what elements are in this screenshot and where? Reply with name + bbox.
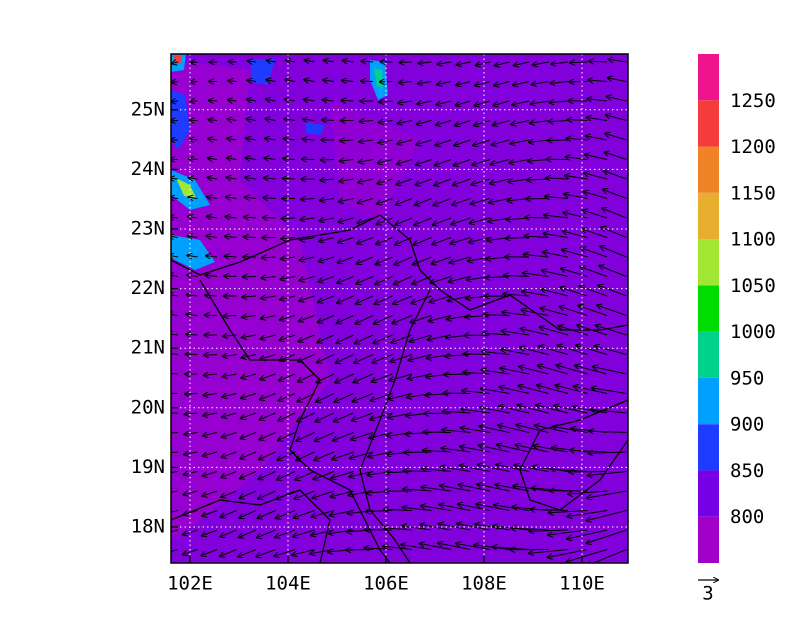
wind-arrow bbox=[424, 413, 451, 414]
y-tick-label: 19N bbox=[131, 456, 165, 478]
colorbar-label: 1050 bbox=[730, 275, 776, 297]
y-tick-label: 18N bbox=[131, 516, 165, 538]
wind-arrow bbox=[341, 100, 353, 101]
y-tick-label: 23N bbox=[131, 218, 165, 240]
colorbar-swatch bbox=[698, 378, 719, 424]
wind-arrow bbox=[282, 218, 295, 219]
wind-arrow bbox=[166, 433, 178, 434]
x-tick-label: 110E bbox=[559, 573, 605, 595]
colorbar-swatch bbox=[698, 285, 719, 331]
wind-arrow bbox=[321, 160, 334, 161]
wind-arrow bbox=[209, 100, 217, 101]
x-tick-label: 102E bbox=[167, 573, 213, 595]
reference-label: 3 bbox=[702, 583, 713, 605]
x-tick-label: 106E bbox=[363, 573, 409, 595]
wind-arrow bbox=[463, 354, 490, 355]
colorbar-label: 1100 bbox=[730, 229, 776, 251]
colorbar-swatch bbox=[698, 147, 719, 193]
colorbar-label: 900 bbox=[730, 414, 764, 436]
colorbar-label: 1150 bbox=[730, 182, 776, 204]
y-tick-label: 25N bbox=[131, 98, 165, 120]
colorbar-label: 1250 bbox=[730, 90, 776, 112]
colorbar-label: 1200 bbox=[730, 136, 776, 158]
wind-arrow bbox=[424, 432, 451, 433]
colorbar-label: 1000 bbox=[730, 321, 776, 343]
colorbar-swatch bbox=[698, 470, 719, 516]
wind-arrow bbox=[525, 217, 548, 218]
wind-arrow bbox=[283, 178, 295, 179]
y-tick-label: 22N bbox=[131, 277, 165, 299]
colorbar-swatch bbox=[698, 193, 719, 239]
colorbar-swatch bbox=[698, 424, 719, 470]
colorbar-swatch bbox=[698, 517, 719, 563]
x-tick-label: 108E bbox=[461, 573, 507, 595]
colorbar-label: 800 bbox=[730, 506, 764, 528]
colorbar-label: 850 bbox=[730, 460, 764, 482]
y-tick-label: 21N bbox=[131, 337, 165, 359]
wind-arrow bbox=[444, 374, 470, 375]
wind-arrow bbox=[189, 139, 197, 140]
map-field bbox=[164, 54, 628, 566]
wind-arrow bbox=[443, 393, 470, 394]
colorbar-swatch bbox=[698, 332, 719, 378]
y-tick-label: 24N bbox=[131, 158, 165, 180]
wind-arrow bbox=[223, 316, 236, 317]
colorbar-swatch bbox=[698, 100, 719, 146]
wind-arrow bbox=[185, 394, 198, 395]
colorbar-label: 950 bbox=[730, 367, 764, 389]
x-tick-label: 104E bbox=[265, 573, 311, 595]
colorbar-swatch bbox=[698, 239, 719, 285]
y-tick-label: 20N bbox=[131, 396, 165, 418]
colorbar: 800 850 900 950 1000 1050 1100 1150 1200 1250 bbox=[698, 54, 776, 563]
wind-arrow bbox=[399, 62, 412, 63]
wind-arrow bbox=[204, 355, 217, 356]
colorbar-swatch bbox=[698, 54, 719, 100]
wind-arrow bbox=[244, 237, 256, 238]
